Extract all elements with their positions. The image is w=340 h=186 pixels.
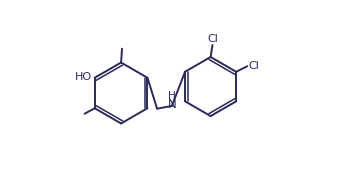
- Text: HO: HO: [75, 72, 92, 82]
- Text: H: H: [168, 91, 176, 101]
- Text: Cl: Cl: [248, 61, 259, 71]
- Text: N: N: [168, 98, 176, 110]
- Text: Cl: Cl: [207, 33, 218, 44]
